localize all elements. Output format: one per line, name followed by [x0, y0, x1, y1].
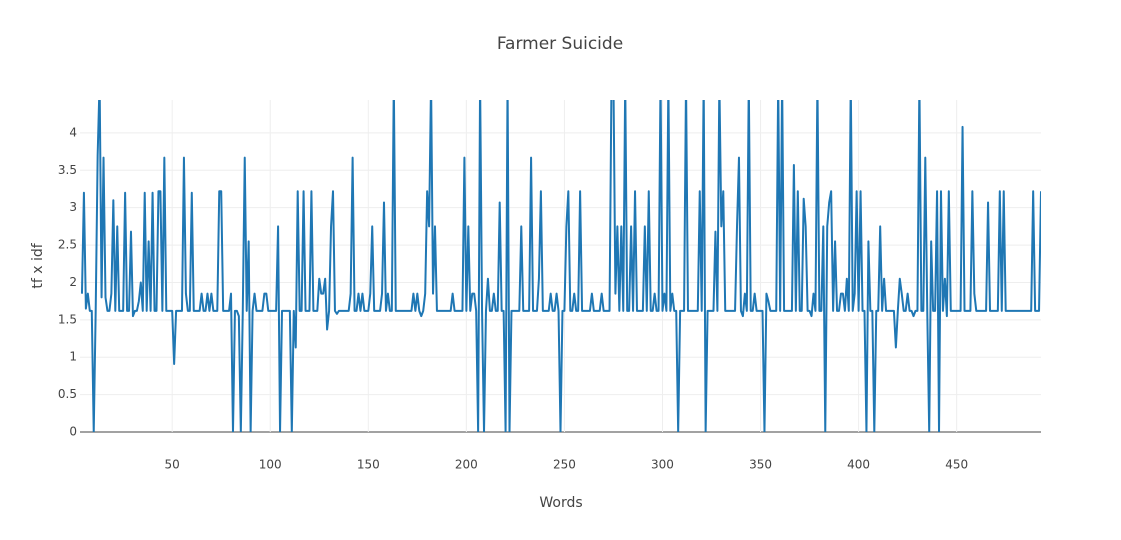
y-tick-label: 0 [69, 425, 77, 439]
y-axis-title: tf x idf [30, 242, 46, 288]
y-tick-label: 2.5 [58, 238, 77, 252]
chart-title: Farmer Suicide [497, 34, 623, 54]
y-tick-label: 2 [69, 275, 77, 289]
plot-area [80, 100, 1041, 432]
x-axis-title: Words [539, 495, 582, 511]
y-tick-label: 1 [69, 350, 77, 364]
x-tick-label: 150 [357, 458, 380, 472]
x-tick-label: 100 [259, 458, 282, 472]
data-line [80, 100, 1041, 432]
y-tick-label: 0.5 [58, 387, 77, 401]
x-tick-label: 450 [945, 458, 968, 472]
x-tick-label: 250 [553, 458, 576, 472]
x-tick-label: 350 [749, 458, 772, 472]
x-tick-label: 200 [455, 458, 478, 472]
y-tick-label: 3 [69, 200, 77, 214]
x-tick-label: 300 [651, 458, 674, 472]
y-tick-label: 4 [69, 125, 77, 139]
x-tick-label: 400 [847, 458, 870, 472]
y-tick-label: 3.5 [58, 163, 77, 177]
y-tick-label: 1.5 [58, 312, 77, 326]
x-tick-label: 50 [165, 458, 180, 472]
